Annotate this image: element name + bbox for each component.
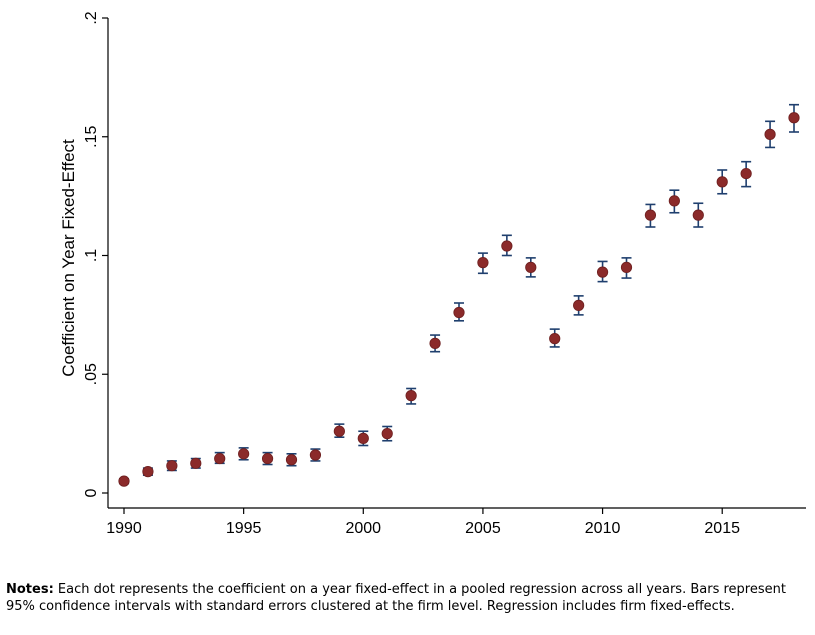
data-point — [190, 457, 202, 469]
data-point — [357, 432, 369, 444]
figure-notes: Notes: Each dot represents the coefficie… — [6, 581, 808, 615]
y-tick-label: .1 — [83, 249, 100, 262]
data-point — [788, 112, 800, 124]
data-point — [405, 390, 417, 402]
data-point — [692, 209, 704, 221]
data-point — [549, 333, 561, 345]
data-point — [214, 452, 226, 465]
data-point — [596, 266, 609, 278]
x-tick-label: 2005 — [465, 520, 501, 537]
data-point — [333, 425, 345, 437]
data-point — [501, 240, 513, 252]
coefficient-chart: 0 .05 .1 .15 .2 1990 1995 2000 2005 2010 2015 Coef… — [59, 11, 806, 537]
y-axis-title: Coefficient on Year Fixed-Effect — [59, 139, 78, 377]
x-tick-label: 1990 — [106, 520, 142, 537]
y-tick-label: .2 — [83, 11, 100, 24]
data-point — [668, 195, 680, 207]
x-tick-label: 2010 — [585, 520, 621, 537]
notes-label: Notes: — [6, 582, 54, 597]
x-tick-label: 2000 — [345, 520, 381, 537]
data-point — [142, 466, 154, 478]
data-point — [477, 257, 489, 269]
notes-text: Each dot represents the coefficient on a… — [6, 582, 786, 614]
data-point — [381, 428, 393, 440]
x-tick-label: 2015 — [704, 520, 740, 537]
data-point — [525, 261, 537, 273]
y-tick-label: .15 — [83, 126, 100, 148]
data-point — [453, 306, 465, 319]
data-point — [716, 176, 728, 188]
data-points — [118, 112, 800, 487]
data-point — [740, 167, 752, 180]
data-point — [620, 261, 633, 273]
data-point — [285, 454, 298, 466]
error-bars — [119, 103, 799, 485]
axes: 0 .05 .1 .15 .2 1990 1995 2000 2005 2010 2015 — [83, 11, 806, 537]
data-point — [261, 452, 274, 465]
data-point — [166, 460, 178, 472]
data-point — [644, 209, 657, 221]
data-point — [118, 475, 130, 487]
data-point — [573, 299, 585, 311]
data-point — [238, 448, 250, 460]
data-point — [309, 449, 322, 461]
data-point — [429, 337, 441, 349]
data-point — [764, 128, 776, 140]
y-tick-label: 0 — [83, 488, 100, 497]
y-tick-label: .05 — [83, 363, 100, 385]
x-tick-label: 1995 — [226, 520, 262, 537]
